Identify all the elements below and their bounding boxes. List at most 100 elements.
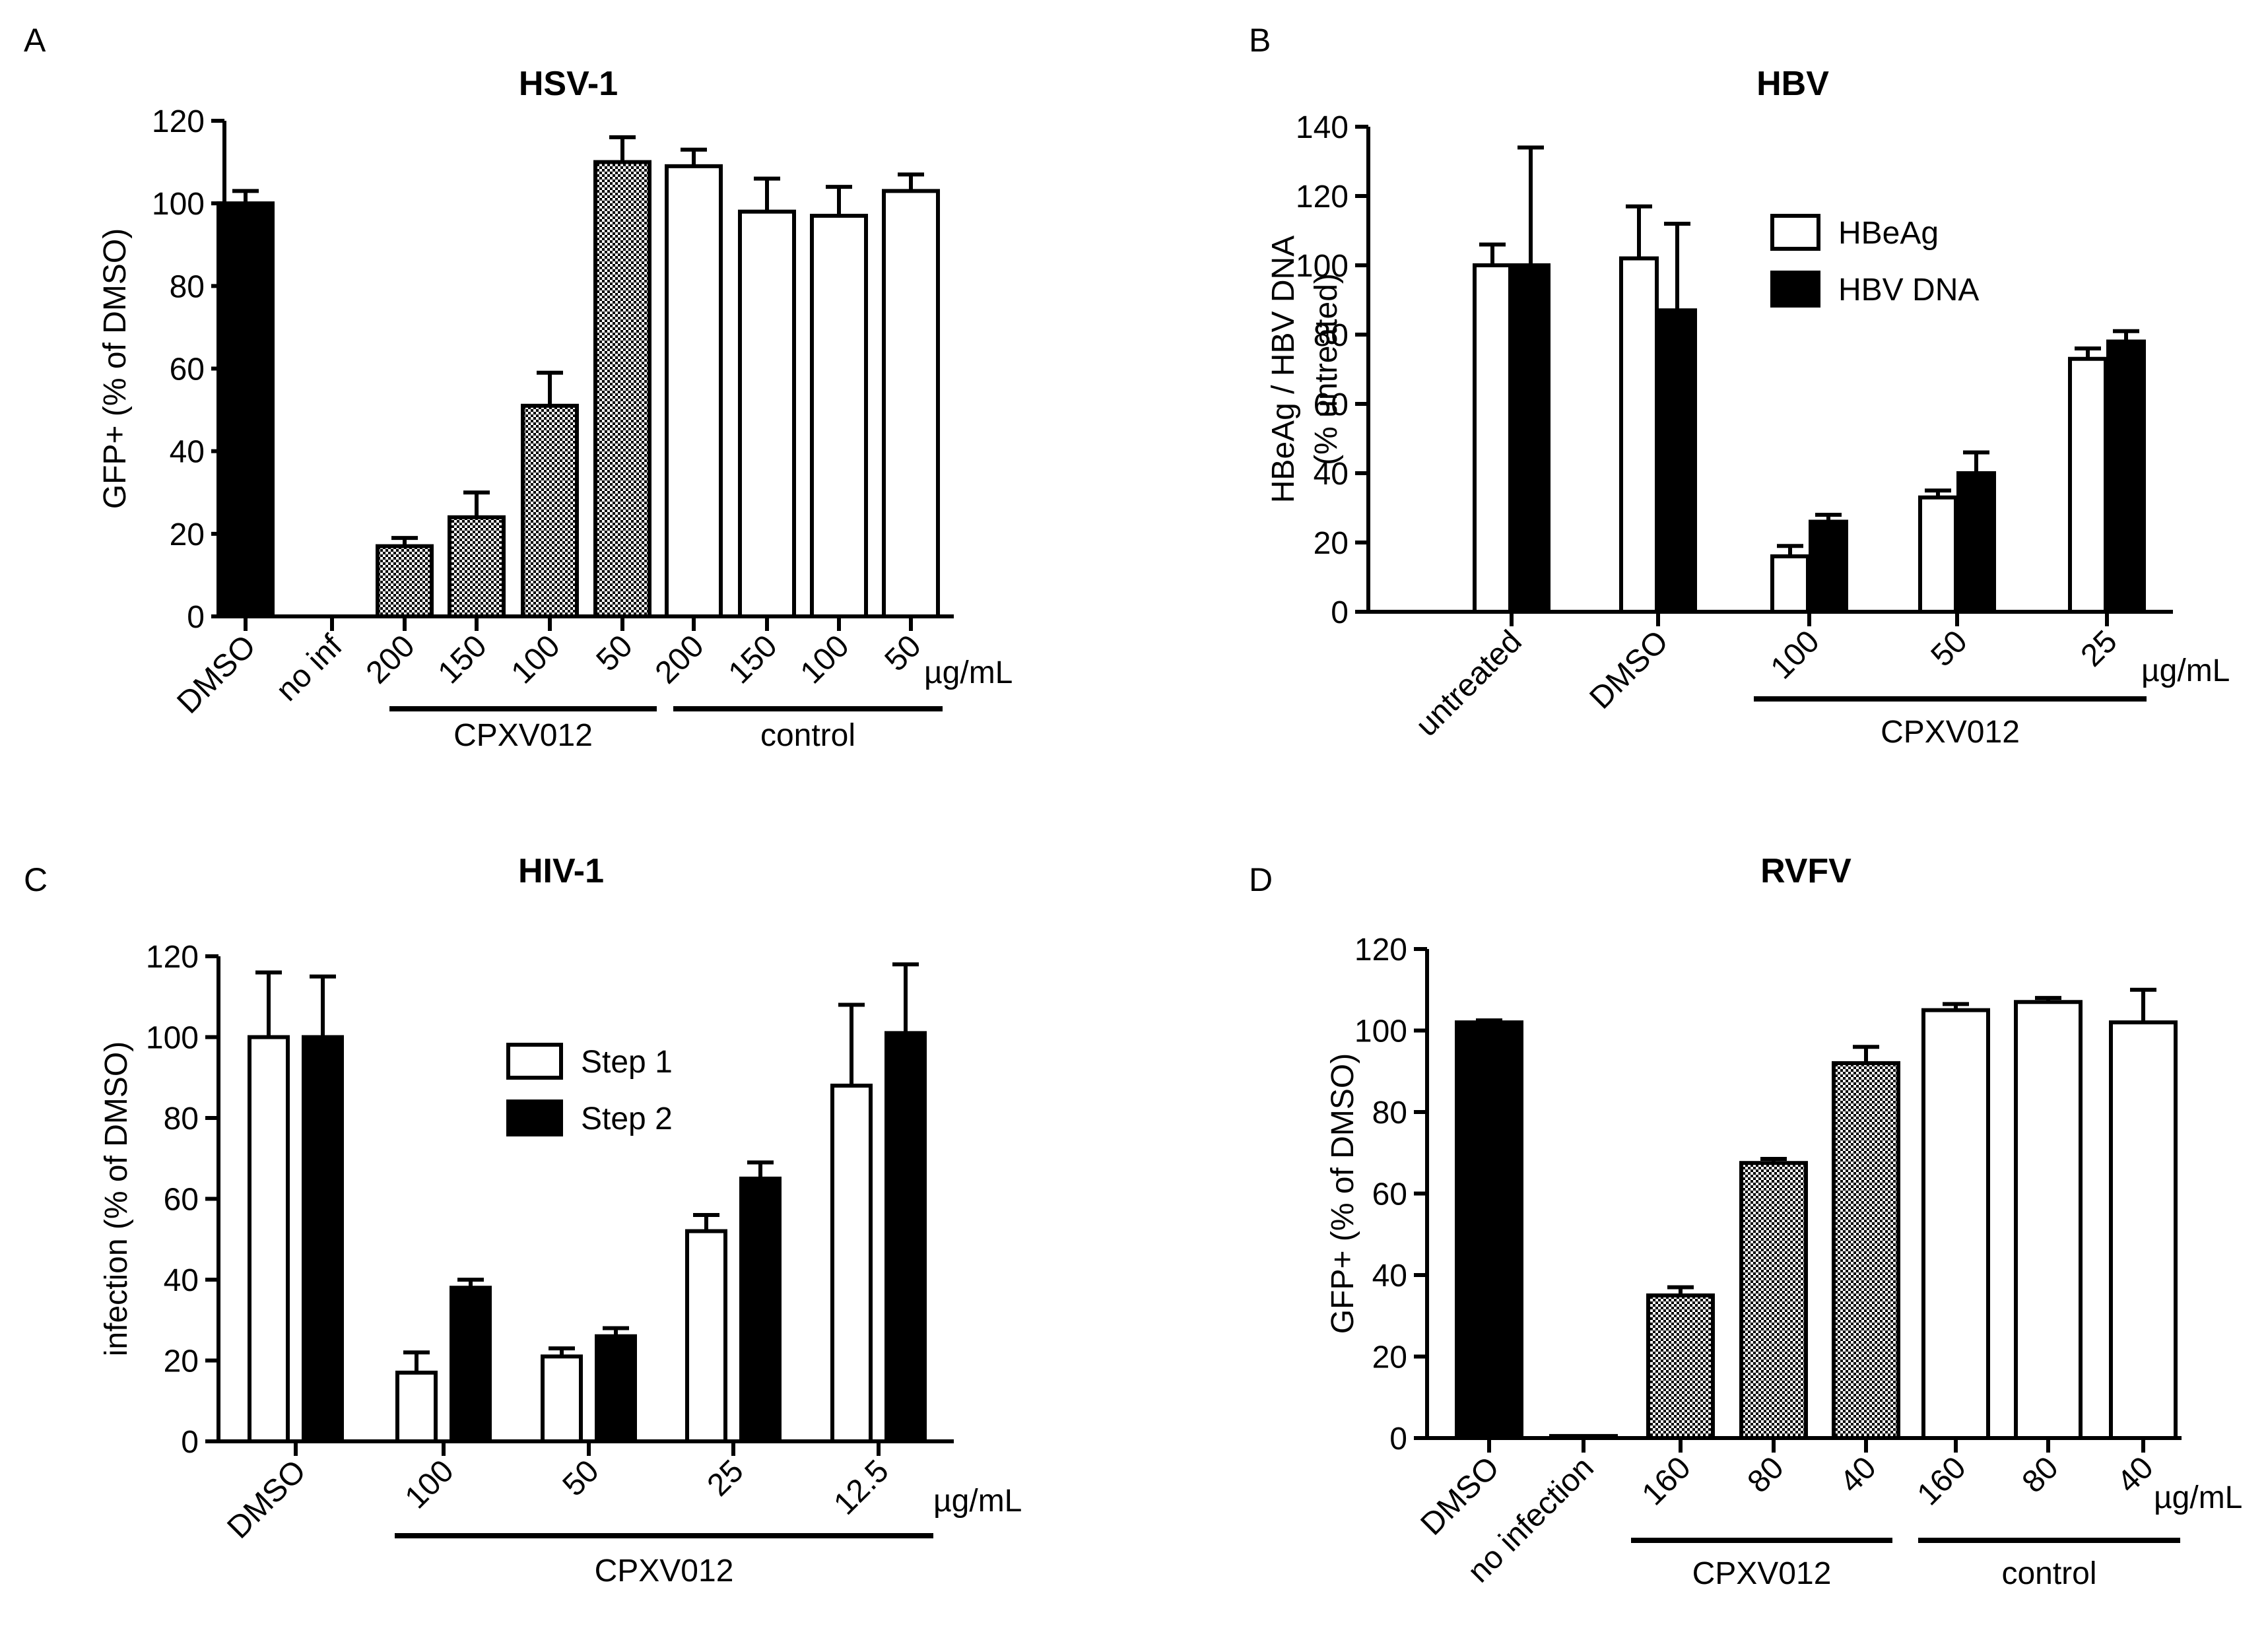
y-tick-label: 120 (152, 104, 205, 139)
y-tick-label: 80 (1372, 1096, 1407, 1131)
group-label: CPXV012 (453, 718, 593, 753)
y-tick-label: 80 (1314, 318, 1349, 353)
bar (1657, 308, 1697, 614)
x-category-label: 150 (722, 628, 784, 690)
x-category-label: DMSO (1583, 624, 1675, 715)
panel-b-hbv: B HBV HBeAg / HBV DNA (% untreated) 0 20 40 60 8… (1249, 22, 2230, 750)
chart-title: HIV-1 (518, 852, 604, 890)
bar (830, 1084, 873, 1443)
y-tick-label: 40 (1314, 457, 1349, 492)
x-category-label: 40 (1834, 1450, 1883, 1499)
bar (1832, 1061, 1900, 1440)
panel-d-rvfv: D RVFV GFP+ (% of DMSO) 0 20 40 60 80 100 120 DMSO… (1249, 852, 2242, 1591)
legend-swatch (506, 1099, 563, 1136)
x-category-label: 100 (794, 628, 856, 690)
x-category-label: 25 (2075, 624, 2124, 673)
bar (2014, 1000, 2083, 1440)
y-tick-label: 20 (1314, 526, 1349, 561)
group-label: control (760, 718, 855, 753)
legend-label: HBV DNA (1838, 273, 1979, 308)
bar (448, 515, 506, 618)
y-tick-label: 60 (164, 1183, 199, 1218)
panel-letter: C (24, 861, 48, 898)
bar (739, 1176, 782, 1443)
bar (1918, 495, 1958, 614)
group-label: CPXV012 (1881, 715, 2020, 750)
bar (1921, 1008, 1990, 1440)
x-category-label: DMSO (1414, 1450, 1506, 1542)
group-label: CPXV012 (595, 1554, 734, 1589)
legend-swatch (1770, 271, 1820, 308)
legend-swatch (506, 1043, 563, 1080)
x-category-label: DMSO (170, 628, 262, 720)
bar (1646, 1293, 1715, 1440)
x-category-label: 50 (556, 1453, 606, 1503)
y-tick-label: 80 (170, 269, 205, 304)
x-category-label: 40 (2111, 1450, 2160, 1499)
bar (884, 1031, 927, 1443)
legend-label: Step 1 (581, 1045, 673, 1080)
legend-label: Step 2 (581, 1101, 673, 1136)
bar (217, 201, 275, 618)
panel-letter: A (24, 22, 46, 59)
x-category-label: 50 (590, 628, 640, 678)
bar (685, 1229, 727, 1443)
panel-letter: B (1249, 22, 1271, 59)
bar (1473, 263, 1512, 614)
panel-letter: D (1249, 861, 1273, 898)
bar (1549, 1433, 1618, 1441)
bar (1770, 554, 1810, 614)
unit-label: µg/mL (2141, 653, 2230, 688)
y-tick-label: 0 (1331, 595, 1349, 630)
bar (2068, 356, 2108, 614)
bar (593, 160, 651, 619)
bar (248, 1035, 290, 1443)
y-tick-label: 60 (1372, 1177, 1407, 1212)
y-tick-label: 20 (1372, 1340, 1407, 1375)
y-axis-label: infection (% of DMSO) (99, 1041, 134, 1356)
y-tick-label: 100 (1296, 249, 1349, 284)
bar (595, 1334, 637, 1443)
y-tick-label: 0 (187, 600, 205, 635)
unit-label: µg/mL (924, 655, 1013, 690)
bar (302, 1035, 344, 1443)
y-axis-label: GFP+ (% of DMSO) (1325, 1053, 1360, 1334)
y-tick-label: 80 (164, 1101, 199, 1136)
bar (882, 189, 940, 618)
bar (521, 403, 579, 618)
y-tick-label: 120 (1354, 933, 1407, 968)
x-category-label: 100 (1764, 624, 1826, 686)
bar (1511, 263, 1551, 614)
y-tick-label: 60 (170, 352, 205, 387)
bar (376, 544, 434, 619)
y-tick-label: 100 (1354, 1014, 1407, 1049)
y-tick-label: 140 (1296, 110, 1349, 145)
chart-title: HBV (1756, 65, 1829, 103)
y-tick-label: 60 (1314, 387, 1349, 422)
y-tick-label: 100 (146, 1021, 199, 1056)
x-category-label: no inf (269, 628, 349, 708)
x-category-label: 80 (1741, 1450, 1791, 1499)
bar (1619, 256, 1659, 614)
unit-label: µg/mL (2154, 1480, 2242, 1515)
y-tick-label: 40 (1372, 1259, 1407, 1294)
bar (738, 209, 796, 618)
x-category-label: 100 (505, 628, 567, 690)
panel-a-hsv1: A HSV-1 GFP+ (% of DMSO) 0 20 40 60 80 100 120 DMS… (24, 22, 1013, 753)
x-category-label: 12.5 (827, 1453, 896, 1522)
group-label: control (2001, 1556, 2096, 1591)
x-category-label: 200 (649, 628, 711, 690)
unit-label: µg/mL (933, 1484, 1022, 1519)
bar (1455, 1020, 1523, 1440)
chart-title: RVFV (1760, 852, 1851, 890)
x-category-label: 200 (360, 628, 422, 690)
bar (1956, 471, 1996, 614)
bar (395, 1370, 438, 1443)
bar (450, 1286, 492, 1443)
legend-label: HBeAg (1838, 216, 1939, 251)
x-category-label: 160 (1911, 1450, 1973, 1512)
bar (541, 1354, 583, 1443)
y-tick-label: 120 (146, 940, 199, 975)
y-tick-label: 120 (1296, 180, 1349, 214)
x-category-label: 50 (879, 628, 928, 678)
